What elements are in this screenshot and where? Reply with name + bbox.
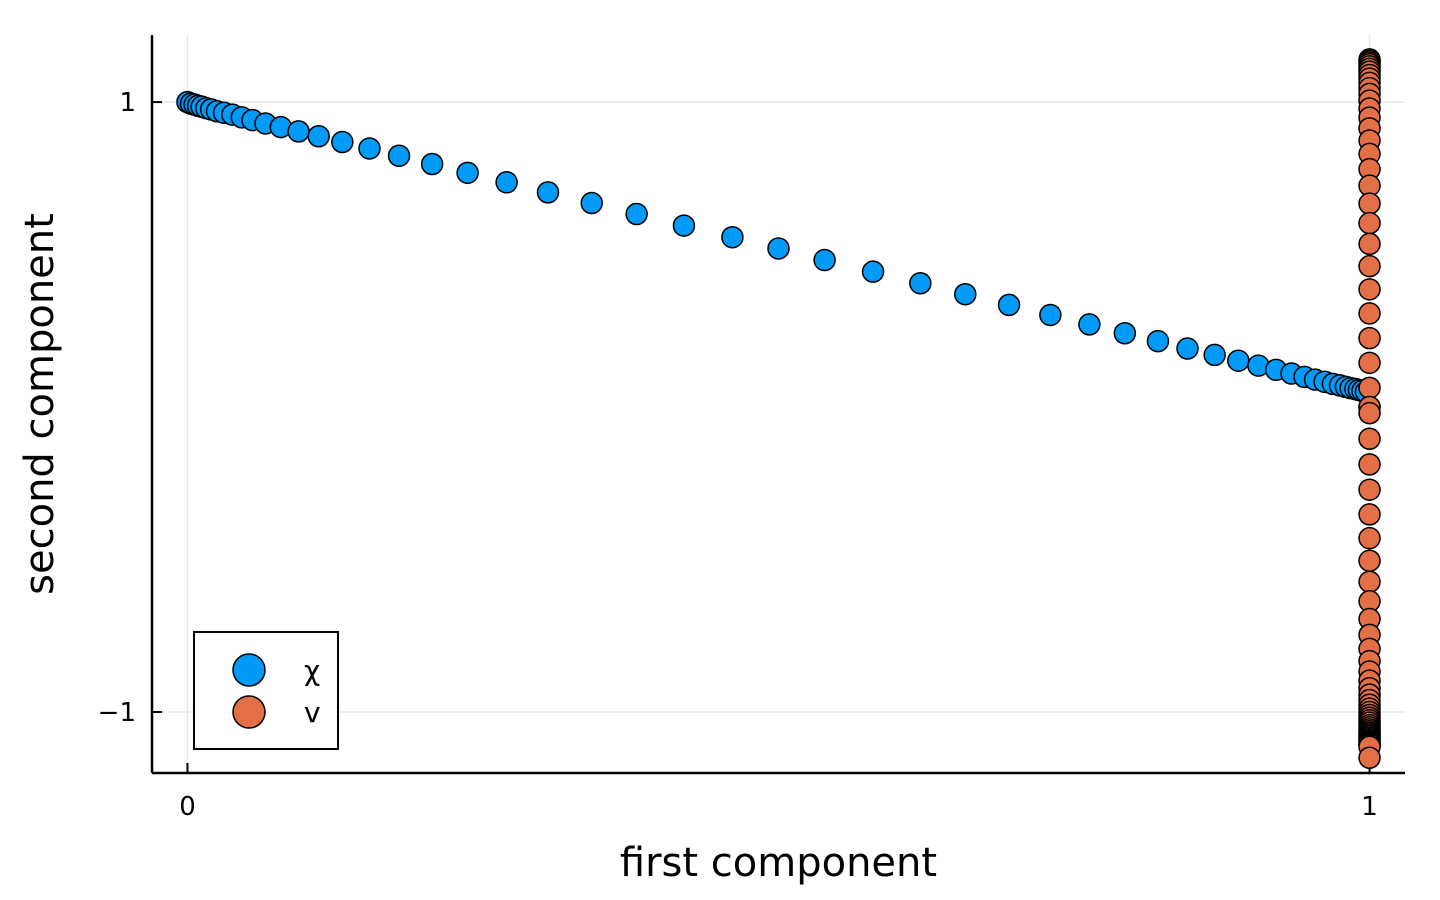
legend-marker-1 bbox=[232, 695, 266, 729]
v-point-26 bbox=[1358, 326, 1381, 350]
chi-point-37 bbox=[1176, 337, 1199, 360]
chi-point-16 bbox=[331, 130, 354, 154]
chi-point-23 bbox=[580, 191, 603, 215]
x-axis-title: first component bbox=[620, 840, 937, 886]
ticks: 0 1 −1 1 bbox=[98, 88, 1378, 822]
chi-point-29 bbox=[861, 260, 885, 283]
legend-label-1: v bbox=[304, 696, 321, 729]
legend-marker-0 bbox=[232, 653, 266, 687]
chi-point-31 bbox=[954, 282, 977, 306]
v-point-33 bbox=[1358, 478, 1381, 501]
chi-point-17 bbox=[358, 137, 381, 160]
v-point-37 bbox=[1358, 570, 1381, 594]
chi-point-20 bbox=[456, 161, 479, 185]
chi-point-25 bbox=[672, 214, 696, 237]
legend: χv bbox=[193, 631, 339, 750]
chi-point-18 bbox=[387, 144, 411, 168]
v-point-70 bbox=[1358, 746, 1381, 770]
v-point-36 bbox=[1358, 549, 1381, 572]
v-point-31 bbox=[1358, 427, 1381, 451]
chi-point-14 bbox=[287, 120, 310, 143]
chi-point-32 bbox=[997, 293, 1021, 317]
chi-point-33 bbox=[1039, 303, 1062, 327]
x-tick-label-0: 0 bbox=[179, 792, 196, 822]
y-tick-label-0: −1 bbox=[98, 698, 136, 728]
chi-point-36 bbox=[1146, 329, 1170, 353]
v-point-20 bbox=[1358, 192, 1381, 215]
legend-box bbox=[193, 631, 339, 750]
v-point-30 bbox=[1358, 401, 1381, 425]
v-point-21 bbox=[1358, 211, 1381, 235]
chi-point-28 bbox=[813, 248, 836, 272]
chi-point-19 bbox=[420, 152, 444, 176]
chi-point-35 bbox=[1113, 321, 1137, 345]
v-point-32 bbox=[1358, 453, 1381, 476]
axes bbox=[150, 35, 1405, 775]
chi-point-27 bbox=[767, 237, 790, 260]
v-point-25 bbox=[1358, 302, 1381, 325]
chi-point-34 bbox=[1078, 313, 1101, 336]
v-point-35 bbox=[1358, 526, 1381, 550]
chi-point-38 bbox=[1203, 343, 1226, 367]
y-tick-label-1: 1 bbox=[119, 88, 136, 118]
v-point-27 bbox=[1358, 351, 1381, 375]
chi-point-39 bbox=[1227, 349, 1250, 372]
y-axis-title: second component bbox=[17, 213, 63, 595]
legend-label-0: χ bbox=[304, 654, 320, 687]
v-point-24 bbox=[1358, 278, 1381, 301]
chi-point-26 bbox=[721, 225, 744, 249]
chi-point-15 bbox=[307, 124, 330, 148]
chi-point-21 bbox=[495, 171, 518, 194]
v-point-23 bbox=[1358, 254, 1381, 278]
v-point-22 bbox=[1358, 232, 1381, 256]
chi-point-22 bbox=[536, 181, 560, 204]
v-point-34 bbox=[1358, 503, 1381, 526]
data-points bbox=[176, 48, 1381, 770]
chi-point-30 bbox=[909, 271, 932, 295]
x-tick-label-1: 1 bbox=[1361, 792, 1378, 822]
v-point-28 bbox=[1358, 376, 1381, 400]
chi-point-24 bbox=[625, 202, 648, 226]
